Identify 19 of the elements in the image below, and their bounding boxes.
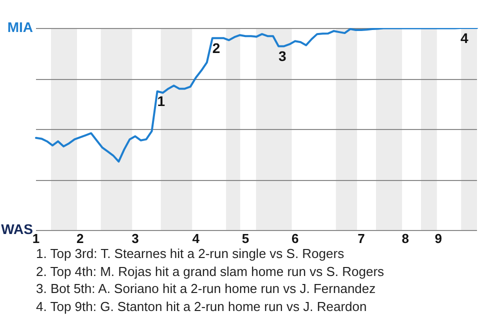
annotation: 1 (157, 93, 166, 110)
x-tick-label: 6 (291, 230, 299, 246)
annotation: 3 (278, 48, 286, 64)
text: 4. Top 9th: G. Stanton hit a 2-run home run vs J. Reardon (36, 298, 367, 314)
x-tick-label: 3 (132, 230, 139, 246)
text: 2. Top 4th: M. Rojas hit a grand slam home run vs S. Rogers (36, 264, 384, 278)
text: MIA (7, 19, 33, 35)
x-tick-label: 4 (192, 230, 200, 246)
x-tick-label: 7 (358, 230, 365, 246)
text: 1. Top 3rd: T. Stearnes hit a 2-run single vs S. Rogers (36, 246, 344, 261)
x-tick-label: 9 (434, 230, 442, 246)
annotation: 2 (212, 40, 220, 56)
text: 3. Bot 5th: A. Soriano hit a 2-run home run vs J. Fernandez (36, 281, 376, 296)
x-tick-label: 8 (402, 230, 409, 246)
x-tick-label: 2 (76, 230, 84, 246)
text: WAS (1, 221, 33, 238)
x-tick-label: 1 (32, 230, 40, 246)
x-tick-label: 5 (242, 230, 250, 246)
annotation: 4 (460, 30, 468, 46)
